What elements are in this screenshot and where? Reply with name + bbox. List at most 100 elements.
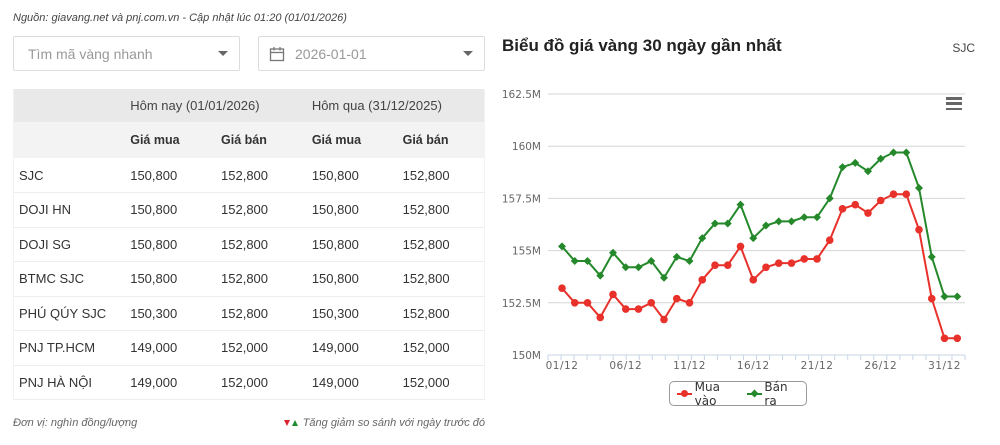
sell-price-point xyxy=(685,257,694,266)
yesterday-sell-price: 152,800 xyxy=(402,202,450,218)
today-buy-price: 150,800 xyxy=(130,167,178,183)
table-row: DOJI HN 150,800 152,800 150,800 152,800 xyxy=(13,193,485,227)
sell-price-point xyxy=(800,213,809,222)
legend-item-buy[interactable]: Mua vào xyxy=(677,380,741,408)
caret-down-icon xyxy=(463,51,473,56)
search-placeholder: Tìm mã vàng nhanh xyxy=(28,45,153,62)
gold-type-name: DOJI SG xyxy=(19,236,72,252)
yesterday-buy-price: 149,000 xyxy=(311,340,359,356)
buy-price-point xyxy=(609,290,617,299)
today-sell-price: 152,800 xyxy=(221,202,269,218)
table-row: PNJ HÀ NỘI 149,000 152,000 149,000 152,0… xyxy=(13,365,485,400)
hamburger-menu-icon[interactable] xyxy=(946,97,962,110)
sell-price-point xyxy=(953,292,962,301)
today-buy-price: 149,000 xyxy=(130,340,178,356)
buy-price-point xyxy=(558,284,566,292)
gold-code-search-select[interactable]: Tìm mã vàng nhanh xyxy=(13,36,240,71)
x-axis-tick-label: 01/12 xyxy=(546,360,579,372)
table-row: PHÚ QÚY SJC 150,300 152,800 150,300 152,… xyxy=(13,296,485,331)
sell-price-point xyxy=(902,148,911,157)
today-sell-price: 152,800 xyxy=(221,167,269,183)
sell-price-point xyxy=(838,163,847,172)
buy-price-point xyxy=(902,190,911,199)
buy-price-point xyxy=(736,242,745,251)
yesterday-buy-price: 149,000 xyxy=(311,374,359,390)
yesterday-buy-price: 150,800 xyxy=(311,167,359,183)
buy-price-point xyxy=(570,299,579,307)
gold-type-name: SJC xyxy=(19,167,44,183)
table-header-today-sell: Giá bán xyxy=(221,133,267,147)
sell-price-point xyxy=(596,271,605,280)
sell-price-point xyxy=(876,154,885,163)
buy-price-point xyxy=(864,209,872,217)
legend-item-sell[interactable]: Bán ra xyxy=(746,380,800,408)
sell-price-point xyxy=(825,194,834,203)
buy-price-point xyxy=(800,255,809,263)
sell-price-point xyxy=(915,183,923,192)
decrease-triangle-icon xyxy=(283,420,290,426)
buy-price-line xyxy=(561,193,958,340)
buy-price-point xyxy=(774,259,783,267)
buy-price-point xyxy=(825,236,834,244)
sell-price-point xyxy=(927,252,936,261)
buy-price-point xyxy=(672,294,681,303)
y-axis-tick-label: 162.5M xyxy=(502,89,541,101)
buy-price-point xyxy=(711,261,719,270)
yesterday-buy-price: 150,800 xyxy=(311,202,359,218)
gold-type-name: PNJ HÀ NỘI xyxy=(19,374,92,390)
sell-price-point xyxy=(570,257,579,266)
sell-price-point xyxy=(583,257,592,266)
price-table-panel: Nguồn: giavang.net và pnj.com.vn - Cập n… xyxy=(0,0,490,445)
sell-price-point xyxy=(660,273,668,282)
change-legend-note: Tăng giảm so sánh với ngày trước đó xyxy=(283,417,485,429)
sell-price-point xyxy=(698,234,707,243)
yesterday-sell-price: 152,800 xyxy=(402,236,450,252)
table-header-yesterday-buy: Giá mua xyxy=(311,133,362,147)
yesterday-sell-price: 152,800 xyxy=(402,167,450,183)
x-axis-tick-label: 26/12 xyxy=(864,360,897,372)
table-row: DOJI SG 150,800 152,800 150,800 152,800 xyxy=(13,227,485,262)
green-line-marker-icon xyxy=(746,389,762,398)
buy-price-point xyxy=(838,205,847,213)
sell-price-point xyxy=(889,148,898,157)
buy-price-point xyxy=(660,315,668,324)
buy-price-point xyxy=(813,255,821,263)
buy-price-point xyxy=(953,334,962,343)
yesterday-sell-price: 152,000 xyxy=(402,340,450,356)
x-axis-tick-label: 06/12 xyxy=(609,360,642,372)
chart-legend: Mua vào Bán ra xyxy=(669,380,807,408)
yesterday-buy-price: 150,300 xyxy=(311,305,359,321)
sell-price-point xyxy=(940,292,949,301)
buy-price-point xyxy=(927,294,936,303)
buy-price-point xyxy=(583,299,592,307)
today-buy-price: 150,800 xyxy=(130,202,178,218)
caret-down-icon xyxy=(218,51,228,56)
buy-price-point xyxy=(876,196,885,205)
today-buy-price: 150,300 xyxy=(130,305,178,321)
buy-price-point xyxy=(940,334,949,343)
y-axis-tick-label: 152.5M xyxy=(502,298,541,310)
red-line-marker-icon xyxy=(677,389,692,398)
sell-price-point xyxy=(851,158,860,167)
yesterday-buy-price: 150,800 xyxy=(311,271,359,287)
sell-price-point xyxy=(609,248,617,257)
yesterday-sell-price: 152,800 xyxy=(402,305,450,321)
gold-type-name: BTMC SJC xyxy=(19,271,84,287)
sell-price-point xyxy=(864,167,872,176)
buy-price-point xyxy=(851,200,860,209)
sell-price-point xyxy=(749,234,758,243)
table-header-yesterday: Hôm qua (31/12/2025) xyxy=(311,98,442,113)
x-axis-tick-label: 31/12 xyxy=(928,360,961,372)
increase-triangle-icon xyxy=(291,420,298,426)
date-picker[interactable]: 2026-01-01 xyxy=(258,36,485,71)
x-axis-tick-label: 21/12 xyxy=(801,360,834,372)
today-sell-price: 152,800 xyxy=(221,271,269,287)
sell-price-point xyxy=(813,213,821,222)
y-axis-tick-label: 150M xyxy=(512,350,541,362)
y-axis-tick-label: 160M xyxy=(512,141,541,153)
today-buy-price: 150,800 xyxy=(130,236,178,252)
buy-price-point xyxy=(596,313,605,322)
table-header-today-buy: Giá mua xyxy=(130,133,180,147)
today-sell-price: 152,800 xyxy=(221,305,269,321)
sell-price-point xyxy=(621,263,630,272)
